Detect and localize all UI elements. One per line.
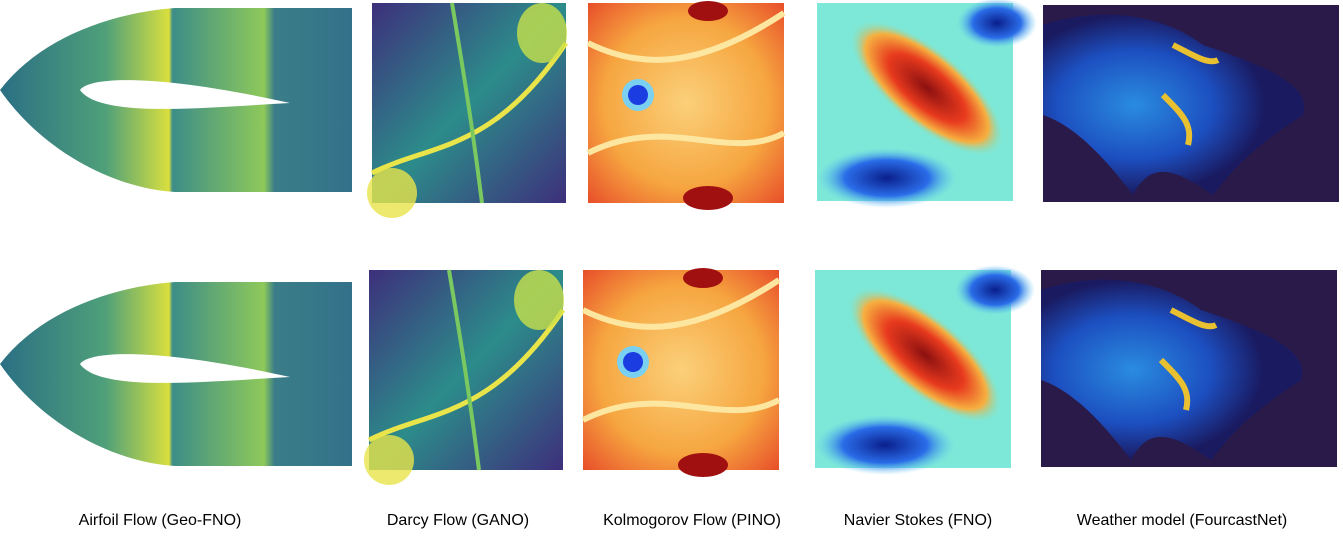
weather-image [1043, 5, 1339, 202]
caption: Darcy Flow (GANO) [387, 512, 529, 529]
airfoil-image [0, 282, 352, 466]
weather-image [1041, 270, 1337, 467]
kolmogorov-image [588, 1, 784, 210]
airfoil-image [0, 8, 352, 192]
caption: Kolmogorov Flow (PINO) [603, 512, 781, 529]
caption: Airfoil Flow (Geo-FNO) [79, 512, 242, 529]
navier-image [817, 0, 1037, 209]
navier-image [815, 264, 1035, 475]
darcy-image [364, 270, 564, 485]
kolmogorov-image [583, 268, 779, 477]
darcy-image [367, 3, 567, 218]
caption: Weather model (FourcastNet) [1077, 512, 1287, 529]
caption: Navier Stokes (FNO) [844, 512, 992, 529]
